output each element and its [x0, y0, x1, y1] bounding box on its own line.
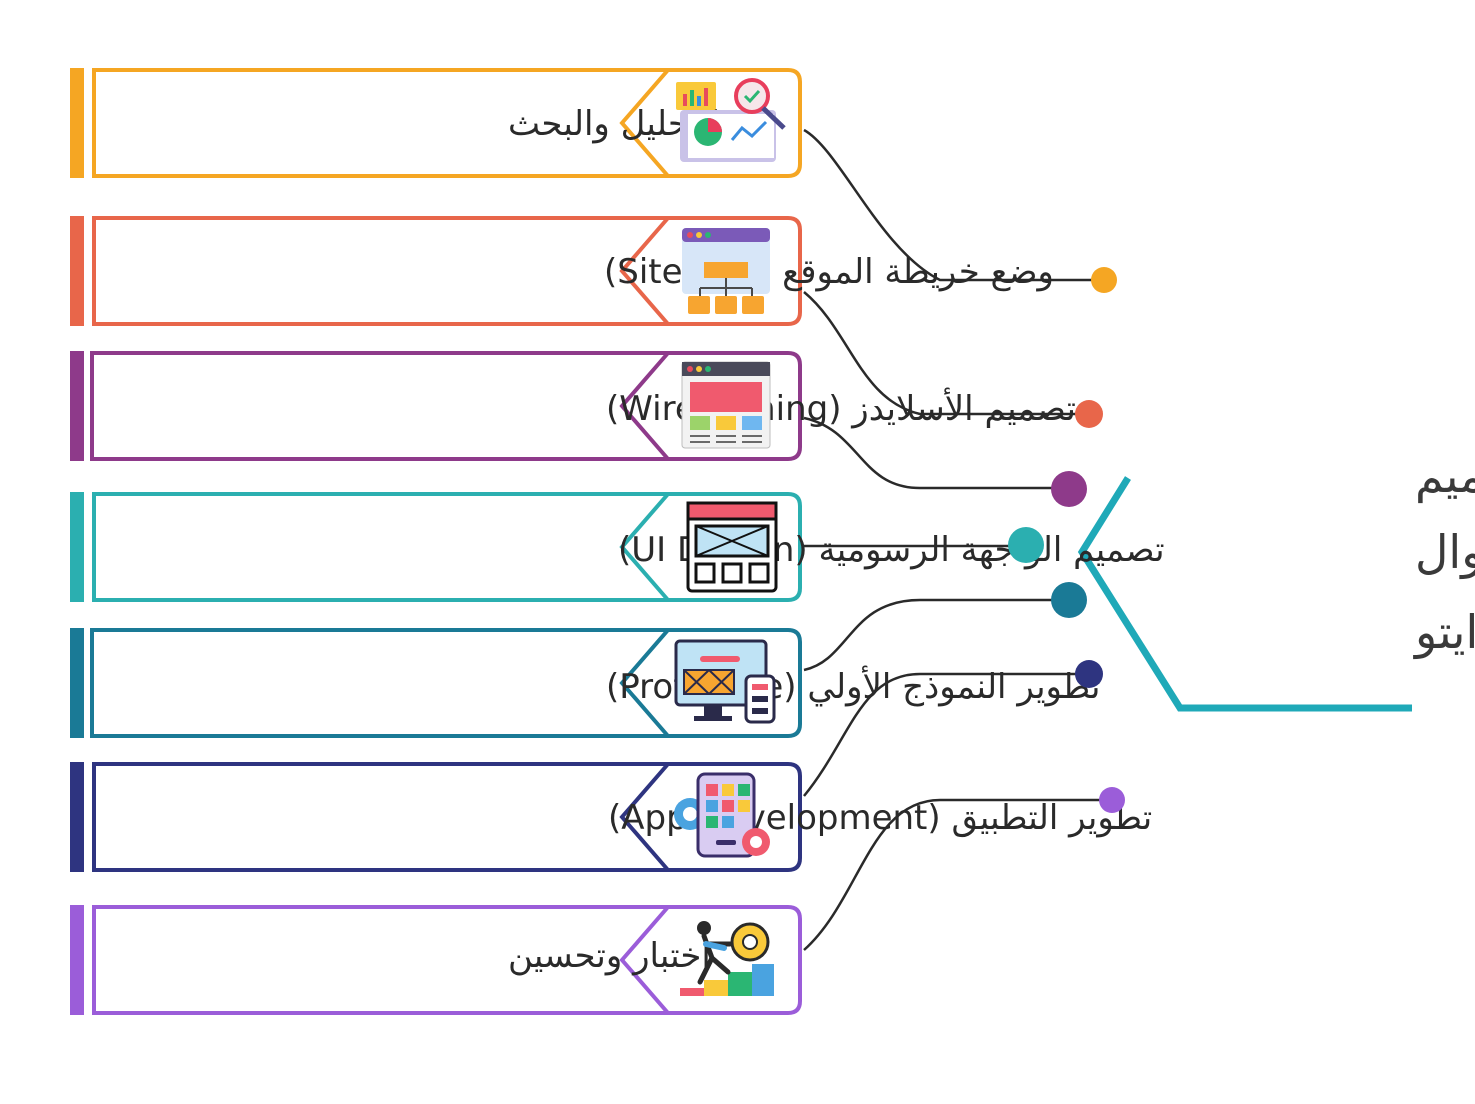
step-5: تطوير النموذج الأولي (Prototype)	[70, 628, 1100, 738]
connector-dots	[1008, 267, 1125, 813]
connector-3	[803, 416, 1060, 490]
title-line-2: تطبيــق جــوال	[1415, 525, 1475, 580]
step-label: تصميم الأسلايدز (Wireframing)	[606, 387, 1076, 429]
title-line-3: من خـلال رايتو	[1413, 605, 1475, 660]
analysis-report-icon	[676, 78, 786, 162]
connector-2	[803, 291, 1082, 416]
dot-3	[1051, 471, 1087, 507]
step-accent-bar	[70, 351, 84, 461]
title-bracket	[1077, 476, 1412, 712]
dot-4	[1008, 527, 1044, 563]
step-card	[92, 68, 802, 178]
step-card	[92, 762, 802, 872]
step-accent-bar	[70, 68, 84, 178]
person-gear-steps-icon	[680, 921, 774, 996]
ui-design-window-icon	[686, 501, 778, 593]
step-7: اختبار وتحسين	[70, 905, 802, 1015]
dot-2	[1075, 400, 1103, 428]
connectors	[803, 128, 1106, 951]
sitemap-icon	[682, 228, 770, 314]
step-card	[90, 628, 802, 738]
step-1: التحليل والبحث	[70, 68, 802, 178]
step-4: تصميم الواجهة الرسومية (UI Design)	[70, 492, 1165, 602]
step-accent-bar	[70, 762, 84, 872]
wireframe-window-icon	[681, 361, 771, 449]
app-gear-icon	[674, 772, 770, 858]
step-label: اختبار وتحسين	[508, 936, 711, 976]
connector-6	[803, 672, 1084, 797]
step-6: تطوير التطبيق (App Development)	[70, 762, 1152, 872]
step-2: وضع خريطة الموقع (Sitemap)	[70, 216, 1054, 326]
step-3: تصميم الأسلايدز (Wireframing)	[70, 351, 1076, 461]
connector-5	[803, 598, 1060, 672]
step-card	[92, 905, 802, 1015]
dot-6	[1075, 660, 1103, 688]
step-card	[92, 492, 802, 602]
dot-1	[1091, 267, 1117, 293]
step-label: وضع خريطة الموقع (Sitemap)	[604, 252, 1054, 292]
step-card	[90, 351, 802, 461]
title: خطوات تصميم تطبيــق جــوال من خـلال رايت…	[1413, 449, 1475, 660]
dot-7	[1099, 787, 1125, 813]
dot-5	[1051, 582, 1087, 618]
connector-1	[803, 128, 1100, 282]
step-accent-bar	[70, 492, 84, 602]
title-line-1: خطوات تصميم	[1415, 449, 1475, 504]
step-card	[92, 216, 802, 326]
step-accent-bar	[70, 905, 84, 1015]
step-accent-bar	[70, 628, 84, 738]
prototype-devices-icon	[674, 639, 776, 724]
step-accent-bar	[70, 216, 84, 326]
connector-7	[803, 798, 1106, 951]
